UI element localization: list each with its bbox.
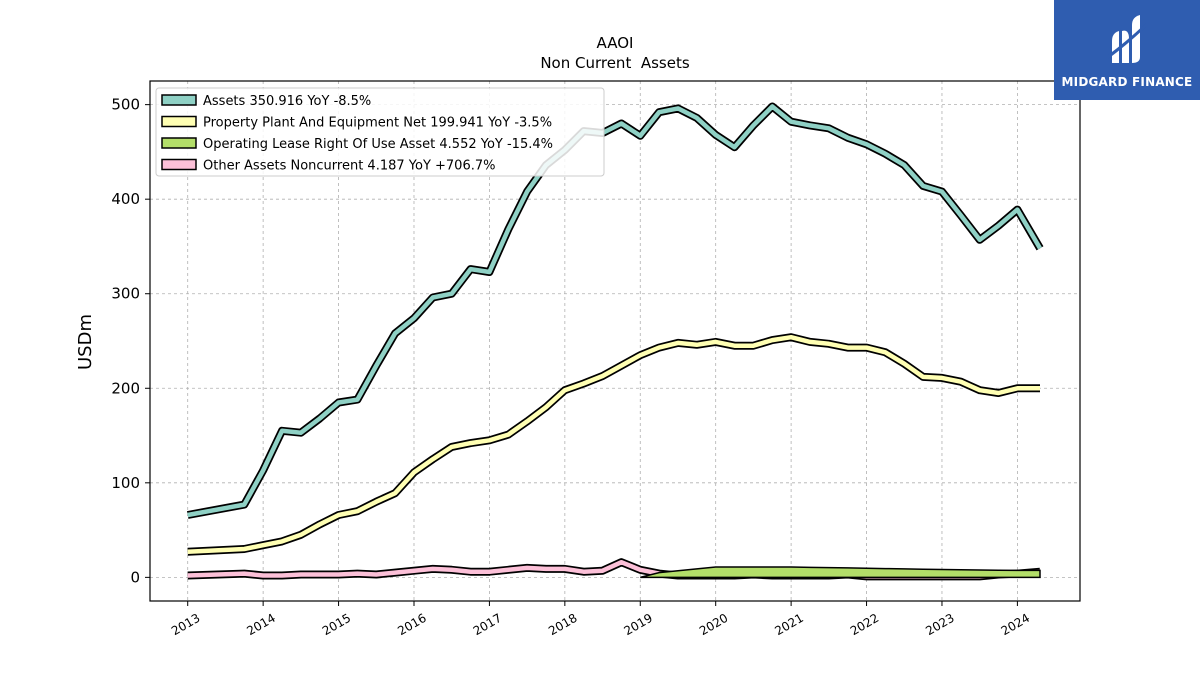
- legend-swatch: [161, 94, 197, 106]
- y-tick-label: 0: [130, 568, 140, 586]
- x-tick-label: 2024: [999, 611, 1032, 638]
- brand-logo-mark-icon: [1108, 15, 1146, 64]
- legend-box: [155, 87, 605, 177]
- legend: Assets 350.916 YoY -8.5% Property Plant A…: [155, 87, 605, 177]
- x-tick-label: 2023: [923, 611, 956, 638]
- x-tick-label: 2013: [169, 611, 202, 638]
- legend-swatch: [161, 115, 197, 128]
- plot-frame: [149, 80, 1081, 602]
- y-tick-label: 100: [111, 474, 140, 492]
- brand-logo: MIDGARD FINANCE: [1054, 0, 1200, 100]
- y-tick-label: 300: [111, 285, 140, 303]
- series-area-2: [640, 566, 1041, 579]
- x-tick-label: 2021: [772, 611, 805, 638]
- x-tick-label: 2014: [244, 611, 277, 638]
- y-tick-label: 500: [111, 96, 140, 114]
- y-tick-label: 400: [111, 190, 140, 208]
- legend-swatch: [161, 137, 197, 149]
- x-tick-label: 2015: [320, 611, 353, 638]
- axis-ticks: 0 100 200 300 400 500 2013 2014 2015 2016 2017 2018…: [111, 96, 1032, 639]
- chart-subtitle: Non Current Assets: [540, 54, 690, 72]
- x-tick-label: 2019: [622, 611, 655, 638]
- legend-label: Property Plant And Equipment Net 199.941…: [203, 116, 552, 131]
- y-tick-label: 200: [111, 379, 140, 397]
- x-tick-label: 2016: [395, 611, 428, 638]
- x-tick-label: 2018: [546, 611, 579, 638]
- legend-swatch: [161, 158, 197, 171]
- series-line-0: [187, 104, 1042, 518]
- y-axis-label: USDm: [75, 314, 96, 370]
- chart-title: AAOI: [597, 34, 634, 52]
- x-tick-label: 2020: [697, 611, 730, 638]
- series-line-1: [187, 334, 1040, 555]
- x-tick-label: 2017: [471, 611, 504, 638]
- series-layer: [186, 102, 1044, 581]
- legend-label: Assets 350.916 YoY -8.5%: [203, 94, 371, 109]
- legend-label: Other Assets Noncurrent 4.187 YoY +706.7…: [203, 159, 495, 174]
- brand-name: MIDGARD FINANCE: [1061, 75, 1193, 89]
- x-tick-label: 2022: [848, 611, 881, 638]
- legend-label: Operating Lease Right Of Use Asset 4.552…: [203, 137, 553, 152]
